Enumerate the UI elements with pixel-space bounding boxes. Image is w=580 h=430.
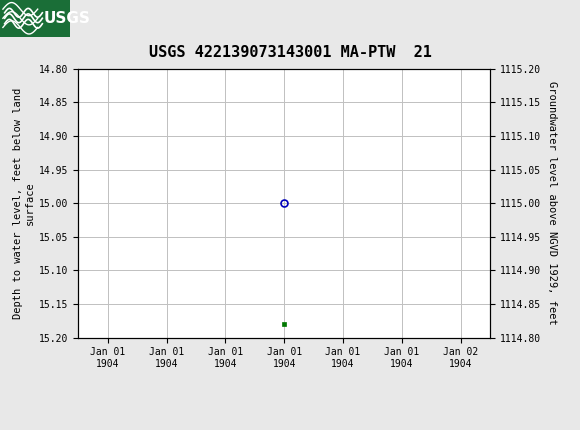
Text: USGS 422139073143001 MA-PTW  21: USGS 422139073143001 MA-PTW 21 <box>148 46 432 60</box>
Text: USGS: USGS <box>44 11 90 26</box>
Bar <box>0 0 70 37</box>
Y-axis label: Groundwater level above NGVD 1929, feet: Groundwater level above NGVD 1929, feet <box>546 81 556 325</box>
Y-axis label: Depth to water level, feet below land
surface: Depth to water level, feet below land su… <box>13 88 35 319</box>
